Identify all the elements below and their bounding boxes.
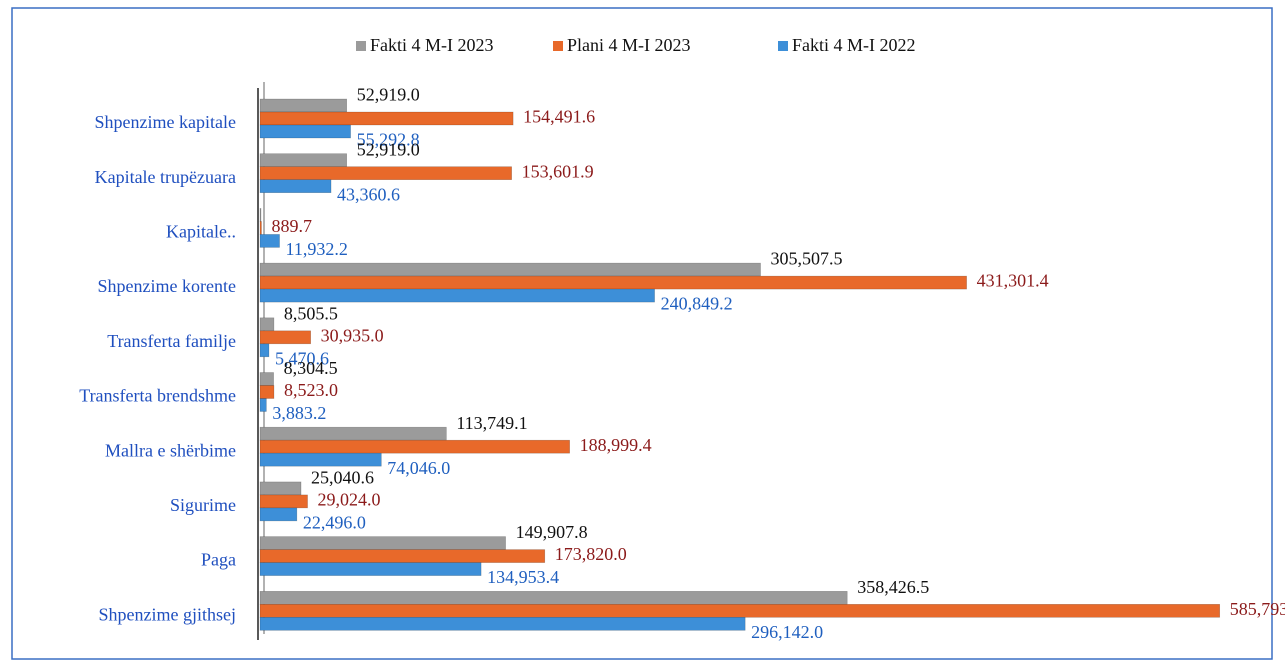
bar (259, 343, 270, 358)
data-label: 358,426.5 (857, 577, 929, 597)
data-label: 240,849.2 (661, 294, 733, 314)
legend-label: Fakti 4 M-I 2023 (370, 35, 494, 55)
bar (259, 494, 308, 509)
bar (259, 439, 570, 454)
data-label: 153,601.9 (522, 161, 594, 181)
category-label: Transferta brendshme (79, 386, 236, 406)
legend-swatch (553, 41, 563, 51)
data-label: 188,999.4 (580, 435, 652, 455)
category-label: Shpenzime kapitale (95, 112, 236, 132)
data-label: 296,142.0 (751, 622, 823, 642)
bar (259, 385, 275, 399)
bar (259, 153, 347, 167)
data-label: 25,040.6 (311, 468, 374, 488)
data-label: 43,360.6 (337, 184, 400, 204)
legend-label: Fakti 4 M-I 2022 (792, 35, 916, 55)
bar (259, 536, 506, 550)
bar (259, 452, 382, 467)
data-label: 52,919.0 (357, 139, 420, 159)
data-label: 55,292.8 (357, 130, 420, 150)
legend-label: Plani 4 M-I 2023 (567, 35, 691, 55)
data-label: 11,932.2 (286, 239, 348, 259)
category-label: Kapitale.. (166, 222, 236, 242)
bar (259, 208, 262, 222)
bar (259, 616, 746, 631)
data-label: 585,793.0 (1230, 599, 1285, 619)
bar (259, 166, 512, 180)
bar (259, 398, 267, 412)
data-label: 889.7 (271, 216, 312, 236)
bar (259, 372, 274, 386)
bar (259, 603, 1221, 618)
data-label: 52,919.0 (357, 85, 420, 105)
bar (259, 330, 311, 345)
bar (259, 124, 351, 139)
bar (259, 111, 514, 126)
category-label: Shpenzime korente (98, 276, 236, 296)
data-label: 305,507.5 (771, 249, 843, 269)
data-label: 154,491.6 (523, 107, 595, 127)
data-label: 5,470.6 (275, 348, 329, 368)
bar (259, 234, 280, 248)
category-label: Paga (201, 550, 236, 570)
bar (259, 481, 302, 496)
data-label: 8,505.5 (284, 303, 338, 323)
category-label: Mallra e shërbime (105, 440, 236, 460)
bar (259, 426, 447, 441)
bar (259, 590, 848, 605)
data-label: 22,496.0 (303, 513, 366, 533)
bar (259, 179, 332, 193)
bar (259, 288, 655, 303)
data-label: 149,907.8 (516, 522, 588, 542)
bar (259, 507, 298, 522)
data-label: 30,935.0 (321, 325, 384, 345)
data-label: 134,953.4 (487, 567, 559, 587)
chart-border (11, 7, 1273, 660)
data-label: 8,304.5 (284, 358, 338, 378)
bar (259, 549, 546, 563)
category-label: Sigurime (170, 495, 236, 515)
bar (259, 221, 262, 235)
category-label: Kapitale trupëzuara (95, 167, 236, 187)
data-label: 74,046.0 (387, 458, 450, 478)
bar (259, 275, 967, 290)
legend-swatch (778, 41, 788, 51)
data-label: 431,301.4 (977, 271, 1049, 291)
data-label: 29,024.0 (318, 490, 381, 510)
category-label: Transferta familje (107, 331, 236, 351)
bar (259, 98, 347, 113)
bar (259, 562, 482, 576)
data-label: 3,883.2 (272, 403, 326, 423)
data-label: 8,523.0 (284, 380, 338, 400)
bar (259, 262, 761, 277)
data-label: 113,749.1 (456, 413, 527, 433)
legend-swatch (356, 41, 366, 51)
bar (259, 317, 275, 332)
data-label: 173,820.0 (555, 544, 627, 564)
category-label: Shpenzime gjithsej (99, 604, 236, 624)
